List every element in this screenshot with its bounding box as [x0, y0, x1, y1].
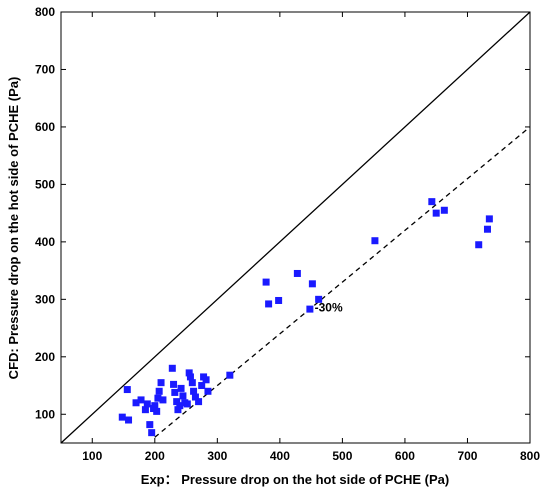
data-point: [195, 398, 203, 406]
x-tick-label: 100: [82, 449, 102, 463]
data-point: [308, 280, 316, 288]
x-tick-label: 200: [145, 449, 165, 463]
data-point: [146, 421, 154, 429]
data-point: [159, 396, 167, 404]
parity-line: [60, 11, 531, 444]
data-point: [432, 209, 440, 217]
data-point: [168, 364, 176, 372]
data-points: [118, 198, 493, 437]
y-tick-label: 800: [35, 5, 55, 19]
data-point: [440, 206, 448, 214]
data-point: [170, 380, 178, 388]
x-tick-label: 500: [332, 449, 352, 463]
data-point: [157, 379, 165, 387]
data-point: [125, 416, 133, 424]
y-tick-label: 500: [35, 177, 55, 191]
x-tick-label: 400: [270, 449, 290, 463]
reference-lines: [60, 11, 531, 444]
axis-ticks: 100 200 300 400 500 600 700 800 100 200 300 400 500 6…: [35, 5, 540, 463]
data-point: [132, 399, 140, 407]
data-point: [262, 278, 270, 286]
x-tick-label: 600: [395, 449, 415, 463]
data-point: [306, 305, 314, 313]
data-point: [265, 300, 273, 308]
data-point: [315, 295, 323, 303]
data-point: [151, 402, 159, 410]
data-point: [143, 400, 151, 408]
data-point: [483, 225, 491, 233]
data-point: [179, 392, 187, 400]
data-point: [137, 396, 145, 404]
data-point: [177, 384, 185, 392]
y-tick-label: 400: [35, 235, 55, 249]
y-tick-label: 200: [35, 350, 55, 364]
y-tick-label: 700: [35, 62, 55, 76]
data-point: [485, 215, 493, 223]
data-point: [155, 387, 163, 395]
data-point: [198, 382, 206, 390]
data-point: [190, 387, 198, 395]
minus-30-percent-line: [154, 126, 531, 438]
data-point: [428, 198, 436, 206]
y-tick-label: 100: [35, 407, 55, 421]
data-point: [226, 371, 234, 379]
y-tick-label: 600: [35, 120, 55, 134]
x-axis-label: Exp： Pressure drop on the hot side of PC…: [141, 472, 449, 487]
x-tick-label: 700: [457, 449, 477, 463]
data-point: [141, 406, 149, 414]
y-tick-label: 300: [35, 292, 55, 306]
data-point: [118, 413, 126, 421]
x-tick-label: 300: [207, 449, 227, 463]
data-point: [171, 388, 179, 396]
data-point: [186, 373, 194, 381]
data-point: [202, 376, 210, 384]
data-point: [148, 429, 156, 437]
data-point: [173, 398, 181, 406]
data-point: [123, 386, 131, 394]
data-point: [176, 402, 184, 410]
data-point: [188, 379, 196, 387]
data-point: [185, 369, 193, 377]
data-point: [174, 406, 182, 414]
data-point: [475, 241, 483, 249]
x-tick-label: 800: [520, 449, 540, 463]
data-point: [191, 393, 199, 401]
data-point: [183, 400, 191, 408]
data-point: [293, 269, 301, 277]
data-point: [371, 237, 379, 245]
data-point: [153, 407, 161, 415]
data-point: [275, 296, 283, 304]
data-point: [204, 387, 212, 395]
y-axis-label: CFD: Pressure drop on the hot side of PC…: [6, 77, 21, 380]
data-point: [154, 394, 162, 402]
annotation-label: -30%: [315, 300, 343, 314]
plot-frame: [60, 11, 531, 444]
